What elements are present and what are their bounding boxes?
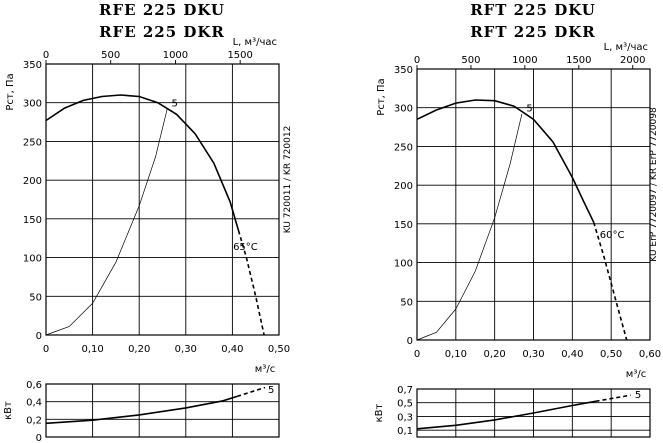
y-tick-label: 250 [394,142,413,153]
power-y-tick-label: 0,2 [26,415,42,426]
top-tick-label: 0 [43,50,49,61]
power-plot-frame [45,383,280,438]
curve-annotation: 5 [172,99,178,110]
chart-title-line: RFE 225 DKU [99,1,225,19]
x-tick-label: 0,40 [561,349,583,360]
x-tick-label: 0,10 [445,349,467,360]
pressure-curve [416,99,595,223]
pressure-curve-dashed [592,222,628,341]
chart-title-line: RFT 225 DKR [470,23,596,41]
y-tick-label: 100 [394,259,413,270]
pressure-curve [45,94,240,231]
x-tick-label: 0,10 [81,344,103,355]
top-tick-label: 500 [101,50,120,61]
top-axis-label: L, м³/час [604,42,648,53]
x-tick-label: 0 [43,344,49,355]
power-y-tick-label: 0,7 [397,385,413,396]
y-tick-label: 300 [394,104,413,115]
top-tick-label: 0 [414,55,420,66]
top-tick-label: 1500 [227,50,252,61]
x-tick-label: 0,40 [221,344,243,355]
power-y-tick-label: 0,5 [397,399,413,410]
x-tick-label: 0,50 [268,344,290,355]
y-tick-label: 350 [23,60,42,71]
power-y-axis-label: кВт [374,403,385,422]
power-curve-annotation: 5 [635,390,641,401]
x-tick-label: 0,50 [600,349,622,360]
curve-annotation: 60°C [600,230,625,241]
top-tick-label: 1000 [512,55,537,66]
power-curve-annotation: 5 [268,385,274,396]
power-y-axis-label: кВт [3,401,14,420]
model-code-label: KU 720011 / KR 720012 [283,126,293,234]
plot-frame [45,63,280,336]
x-tick-label: 0,30 [175,344,197,355]
pressure-curve-dashed [237,230,265,336]
power-curve [45,395,238,425]
y-tick-label: 50 [29,292,42,303]
y-tick-label: 0 [36,331,42,342]
power-curve-dashed [236,386,266,398]
curve-annotation: 65°C [233,242,258,253]
power-curve [416,400,596,430]
y-axis-label: Pст, Па [376,78,387,115]
y-axis-label: Pст, Па [5,73,16,110]
x-tick-label: 0 [414,349,420,360]
y-tick-label: 300 [23,99,42,110]
y-tick-label: 150 [394,220,413,231]
top-tick-label: 1500 [566,55,591,66]
y-tick-label: 50 [400,297,413,308]
x-tick-label: 0,20 [484,349,506,360]
y-tick-label: 0 [407,336,413,347]
y-tick-label: 350 [394,65,413,76]
system-curve [416,113,523,341]
x-tick-label: 0,30 [522,349,544,360]
y-tick-label: 150 [23,215,42,226]
top-tick-label: 500 [461,55,480,66]
x-axis-label: м³/с [626,369,646,380]
y-tick-label: 200 [394,181,413,192]
system-curve [45,108,168,336]
y-tick-label: 100 [23,254,42,265]
top-tick-label: 1000 [163,50,188,61]
power-plot-frame [416,388,651,438]
x-tick-label: 0,60 [639,349,661,360]
top-tick-label: 2000 [620,55,645,66]
power-y-tick-label: 0,1 [397,426,413,437]
model-code-label: KU ErP 7720097 / KR ErP 7720098 [649,107,659,262]
power-curve-dashed [595,394,631,403]
power-y-tick-label: 0,6 [26,380,42,391]
curve-annotation: 5 [526,104,532,115]
x-tick-label: 0,20 [128,344,150,355]
top-axis-label: L, м³/час [233,37,277,48]
x-axis-label: м³/с [255,364,275,375]
chart-title-line: RFT 225 DKU [470,1,596,19]
power-y-tick-label: 0,3 [397,412,413,423]
y-tick-label: 250 [23,137,42,148]
y-tick-label: 200 [23,176,42,187]
power-y-tick-label: 0 [36,433,42,443]
chart-title-line: RFE 225 DKR [99,23,225,41]
power-y-tick-label: 0,4 [26,398,42,409]
